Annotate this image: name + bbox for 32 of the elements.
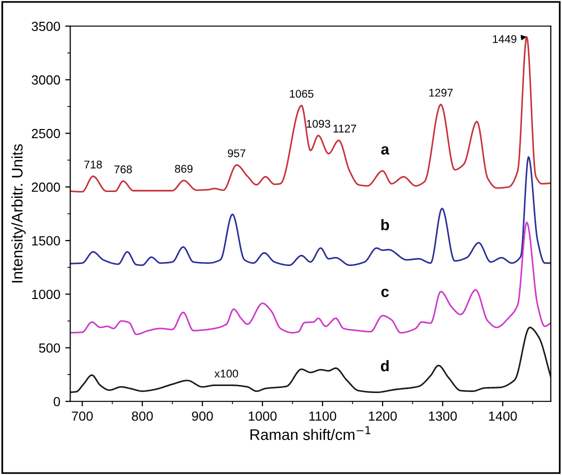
annotation: 1093	[306, 120, 330, 128]
series-label: a	[381, 146, 390, 155]
annotation: 957	[228, 149, 246, 158]
annotation: 718	[84, 160, 102, 168]
x-axis-title: Raman shift/cm$^{−1}$	[250, 426, 370, 440]
x-tick-label: 900	[192, 411, 213, 421]
x-tick-label: 1200	[368, 411, 397, 421]
x-tick-label: 700	[72, 411, 93, 421]
x-tick-label: 1000	[248, 411, 277, 421]
annotation: 1127	[334, 124, 356, 132]
y-tick-label: 500	[39, 343, 60, 353]
x-tick-label: 1300	[428, 411, 457, 421]
x-tick-label: 800	[132, 411, 153, 421]
series-label: c	[381, 288, 389, 298]
y-tick-label: 1000	[32, 290, 60, 300]
y-tick-label: 3000	[32, 75, 60, 85]
annotation: x100	[214, 370, 238, 378]
x-tick-label: 1400	[489, 411, 517, 421]
annotation: 1449	[493, 35, 516, 43]
y-tick-label: 3500	[32, 22, 60, 32]
y-tick-label: 1500	[32, 236, 60, 246]
annotation: 1297	[429, 88, 453, 97]
annotation: 1065	[290, 90, 314, 98]
x-tick-label: 1100	[309, 411, 336, 421]
y-axis-title: Intensity/Arbitr. Units	[11, 144, 26, 282]
y-tick-label: 2500	[32, 128, 60, 138]
y-tick-label: 2000	[32, 182, 60, 192]
annotation: 768	[114, 165, 132, 174]
annotation: 869	[174, 164, 193, 173]
series-label: b	[381, 219, 390, 230]
series-label: d	[380, 360, 389, 372]
y-tick-label: 0	[54, 396, 60, 406]
